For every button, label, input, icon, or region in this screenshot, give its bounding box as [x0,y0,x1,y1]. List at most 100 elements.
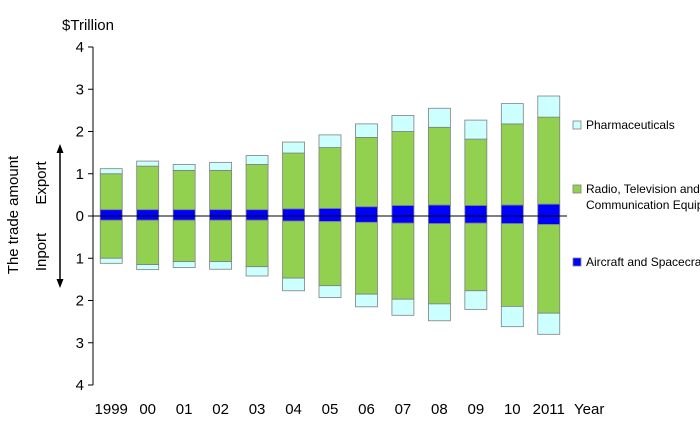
x-tick-label: 01 [176,401,193,418]
bar-import [537,312,561,335]
bar-import [391,222,415,300]
bar-export [318,207,342,217]
bar-export [136,160,160,167]
bar-export [537,203,561,217]
bar-import [355,221,378,295]
bar-import [318,215,342,222]
x-tick-label: 06 [358,401,375,418]
bar-export [209,209,233,217]
bar-import [99,215,123,221]
bar-import [209,261,233,270]
bar-import [136,219,160,265]
bar-export [209,161,233,171]
bar-import [282,220,305,279]
legend-label: Aircraft and Spacecraft [586,255,700,269]
bar-export [172,164,196,171]
x-tick-label: 10 [504,401,521,418]
bar-export [318,134,342,148]
legend: Pharmaceuticals Radio, Television and Comm… [572,118,700,269]
bar-import [99,257,123,264]
bar-import [245,266,269,277]
bar-export [99,168,123,175]
bar-import [318,285,342,298]
bar-export [245,164,269,211]
export-label: Export [33,160,50,204]
bar-import [172,215,196,221]
unit-label: $Trillion [62,17,114,34]
bar-import [537,215,561,225]
bar-import [427,215,451,225]
bar-import [245,219,269,268]
bar-export [245,209,269,217]
bar-export [391,115,415,132]
x-axis-title: Year [574,401,604,418]
y-tick-label: 1 [76,250,84,267]
bar-export [172,169,196,211]
bar-import [391,215,415,224]
x-tick-label: 00 [139,401,156,418]
legend-swatch [572,120,582,130]
bar-export [537,95,561,118]
bar-export [245,155,269,165]
bar-export [209,169,233,211]
x-tick-label: 2011 [533,401,565,418]
bar-export [136,209,160,217]
bar-import [464,222,488,292]
bar-export [537,116,561,205]
y-tick-label: 2 [76,124,84,141]
bar-export [355,206,378,217]
bar-export [282,208,305,217]
import-label: Inport [33,232,50,271]
y-tick-label: 1 [76,166,84,183]
y-tick-label: 4 [76,377,84,394]
bar-import [537,224,561,314]
y-axis-title: The trade amount [5,155,22,274]
bar-import [282,215,305,222]
bar-export [136,165,160,211]
bar-import [318,221,342,287]
x-tick-label: 04 [285,401,302,418]
x-tick-label: 07 [395,401,412,418]
x-tick-label: 02 [212,401,229,418]
bar-export [99,173,123,211]
bar-export [464,119,488,140]
y-tick-label: 3 [76,335,84,352]
bar-export [355,123,378,138]
bar-export [282,152,305,210]
bar-import [464,215,488,224]
bar-import [136,264,160,271]
legend-swatch [572,257,582,267]
bar-import [500,306,524,328]
legend-label: Pharmaceuticals [586,118,675,132]
bar-export [500,103,524,125]
bar-import [427,223,451,305]
bar-import [500,223,524,307]
x-tick-label: 03 [249,401,266,418]
bar-import [209,219,233,263]
bar-import [282,277,305,292]
y-tick-label: 3 [76,81,84,98]
x-tick-label: 05 [322,401,339,418]
bar-export [355,137,378,208]
bar-export [318,147,342,209]
bar-import [209,215,233,221]
direction-arrow [56,144,64,288]
x-tick-label: 08 [431,401,448,418]
bar-export [500,123,524,206]
bar-import [355,293,378,308]
bar-export [427,204,451,217]
bar-import [172,261,196,268]
bar-export [391,205,415,217]
y-tick-label: 0 [76,208,84,225]
bar-export [464,205,488,217]
bar-import [245,215,269,221]
bar-export [464,138,488,206]
bar-export [500,204,524,217]
bar-export [391,131,415,206]
bar-export [427,107,451,128]
bar-export [172,209,196,217]
bar-import [99,219,123,259]
